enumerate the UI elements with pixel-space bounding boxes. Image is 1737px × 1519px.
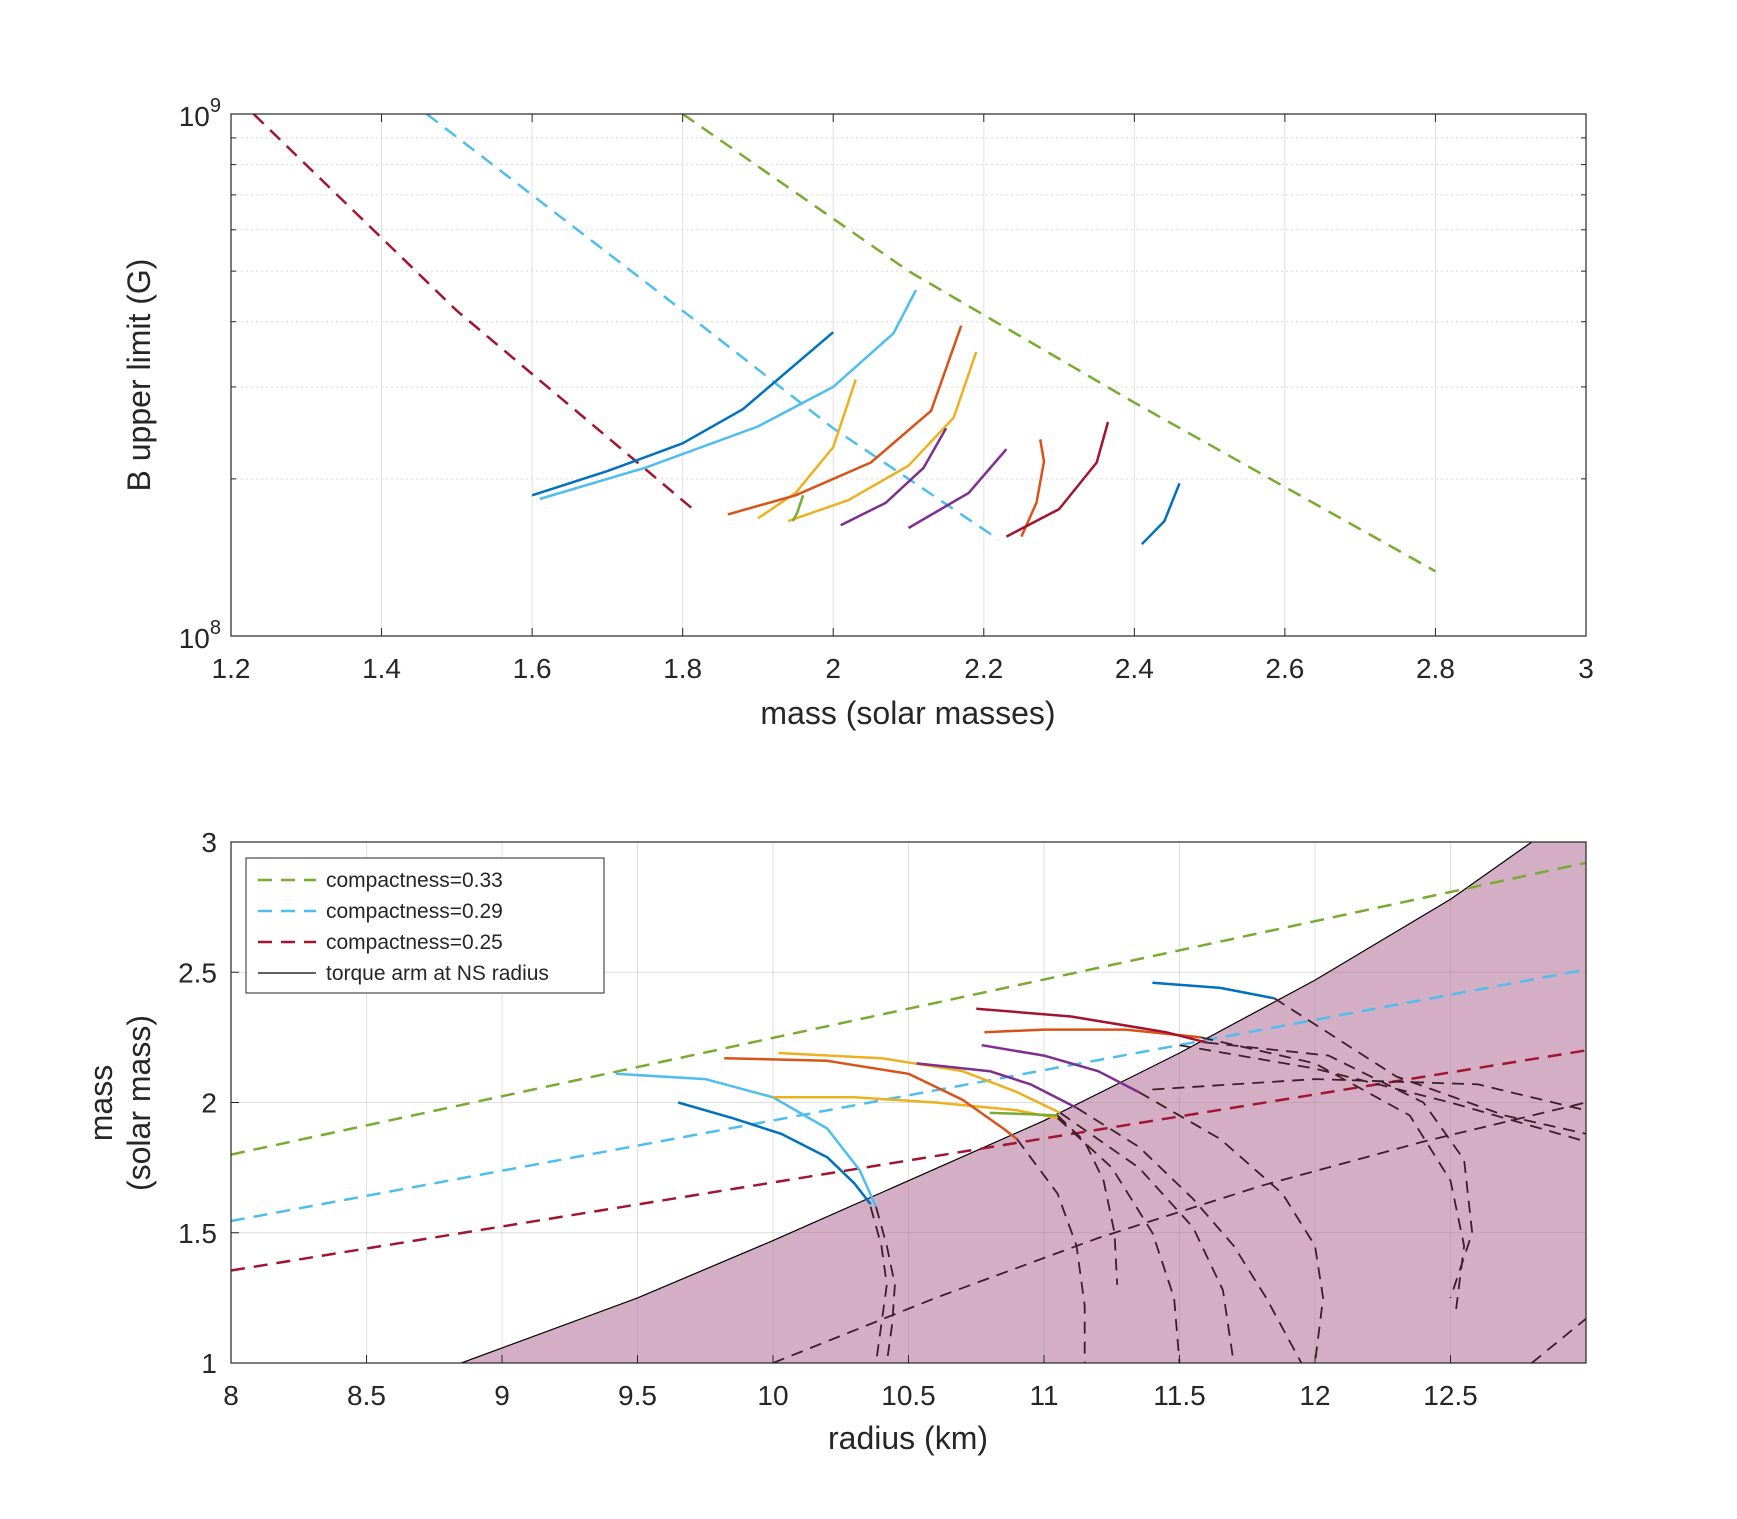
legend: compactness=0.33 compactness=0.29 compac…: [245, 857, 605, 994]
bottom-series-line: [1273, 997, 1586, 1135]
bottom-ytick-label: 1: [201, 1348, 217, 1379]
bottom-series-line: [981, 1043, 1140, 1094]
bottom-series-line: [677, 1101, 872, 1205]
bottom-ytick-label: 1.5: [178, 1218, 217, 1249]
legend-label-2: compactness=0.25: [326, 931, 503, 954]
bottom-series-line: [1152, 1078, 1586, 1112]
bottom-series-line: [1076, 1106, 1303, 1363]
bottom-series-line: [772, 1101, 1586, 1363]
bottom-series-line: [1531, 1318, 1586, 1363]
top-series-line: [1005, 421, 1110, 538]
bottom-xtick-label: 10.5: [881, 1380, 936, 1411]
top-series: [252, 114, 1437, 573]
top-xtick-label: 2.8: [1416, 653, 1455, 684]
bottom-axes: 8 8.5 9 9.5 10 10.5 11 11.5 12 12.511.522.53 radi…: [83, 827, 1587, 1456]
bottom-xtick-label: 9.5: [618, 1380, 657, 1411]
bottom-xtick-label: 8: [223, 1380, 239, 1411]
bottom-series-line: [984, 1028, 1202, 1039]
bottom-series-line: [773, 1096, 1058, 1120]
top-series-line: [1020, 439, 1046, 538]
bottom-series-line: [916, 1062, 1078, 1109]
bottom-xtick-label: 9: [494, 1380, 510, 1411]
bottom-series-line: [989, 1111, 1058, 1117]
bottom-ylabel-line-1: mass: [83, 1065, 119, 1141]
top-series-line: [539, 289, 918, 501]
top-series-line: [840, 427, 948, 527]
bottom-series-line: [1059, 1112, 1235, 1363]
legend-label-1: compactness=0.29: [326, 900, 503, 923]
top-series-line: [907, 448, 1008, 530]
bottom-ytick-label: 2: [201, 1088, 217, 1119]
bottom-xtick-label: 12.5: [1423, 1380, 1478, 1411]
top-xtick-label: 1.4: [362, 653, 401, 684]
bottom-series-line: [1179, 1044, 1586, 1143]
bottom-series-line: [1206, 1041, 1474, 1299]
bottom-ylabel-line-2: (solar mass): [121, 1015, 157, 1191]
top-series-line: [531, 331, 835, 497]
top-xtick-label: 2.4: [1115, 653, 1154, 684]
bottom-series-line: [1056, 1114, 1119, 1285]
bottom-series: [231, 861, 1586, 1363]
excluded-region: [461, 842, 1586, 1363]
bottom-series-line: [1056, 1117, 1181, 1363]
top-series-line: [1141, 482, 1181, 545]
bottom-xtick-label: 11: [1029, 1380, 1058, 1411]
top-plot-area: [231, 114, 1586, 636]
top-axes: 1.2 1.4 1.6 1.8 2 2.2 2.4 2.6 2.8 3 108 109 mass (s…: [121, 95, 1594, 731]
bottom-series-line: [875, 1206, 896, 1363]
bottom-ytick-label: 2.5: [178, 957, 217, 988]
top-ytick-label: 109: [179, 95, 221, 132]
bottom-ytick-label: 3: [201, 827, 217, 858]
bottom-series-line: [1200, 1036, 1465, 1312]
bottom-xtick-label: 10: [757, 1380, 788, 1411]
bottom-xtick-label: 8.5: [347, 1380, 386, 1411]
bottom-series-line: [724, 1056, 1018, 1140]
top-grid: [231, 114, 1586, 636]
torque-arm-boundary-line: [461, 842, 1533, 1363]
top-xtick-label: 2.2: [964, 653, 1003, 684]
top-ticks: 1.2 1.4 1.6 1.8 2 2.2 2.4 2.6 2.8 3 108 109: [179, 95, 1594, 684]
legend-label-3: torque arm at NS radius: [326, 962, 549, 985]
bottom-series-line: [1152, 981, 1275, 1000]
bottom-ticks: 8 8.5 9 9.5 10 10.5 11 11.5 12 12.511.522.53: [178, 827, 1478, 1411]
top-xtick-label: 1.8: [663, 653, 702, 684]
bottom-series-line: [1138, 1091, 1324, 1363]
bottom-xtick-label: 12: [1299, 1380, 1330, 1411]
bottom-xtick-label: 11.5: [1153, 1380, 1205, 1411]
top-xtick-label: 2: [825, 653, 841, 684]
bottom-series-line: [869, 1206, 888, 1363]
bottom-xlabel: radius (km): [828, 1420, 988, 1456]
top-series-line: [252, 114, 699, 515]
top-xtick-label: 1.2: [212, 653, 251, 684]
bottom-series-line: [976, 1007, 1207, 1044]
legend-label-0: compactness=0.33: [326, 869, 503, 892]
top-xtick-label: 2.6: [1265, 653, 1304, 684]
bottom-series-line: [778, 1051, 1061, 1115]
top-ylabel: B upper limit (G): [121, 259, 157, 492]
top-ytick-label: 108: [179, 617, 221, 654]
top-series-line: [791, 494, 805, 522]
bottom-series-line: [615, 1072, 878, 1208]
top-axes-box: [230, 113, 1587, 637]
top-xlabel: mass (solar masses): [760, 695, 1055, 731]
top-series-line: [425, 114, 1000, 541]
top-xtick-label: 1.6: [513, 653, 552, 684]
bottom-series-line: [231, 861, 1586, 1156]
top-series-line: [727, 325, 963, 516]
top-series-line: [787, 351, 978, 523]
top-xtick-label: 3: [1578, 653, 1594, 684]
top-series-line: [757, 379, 857, 520]
